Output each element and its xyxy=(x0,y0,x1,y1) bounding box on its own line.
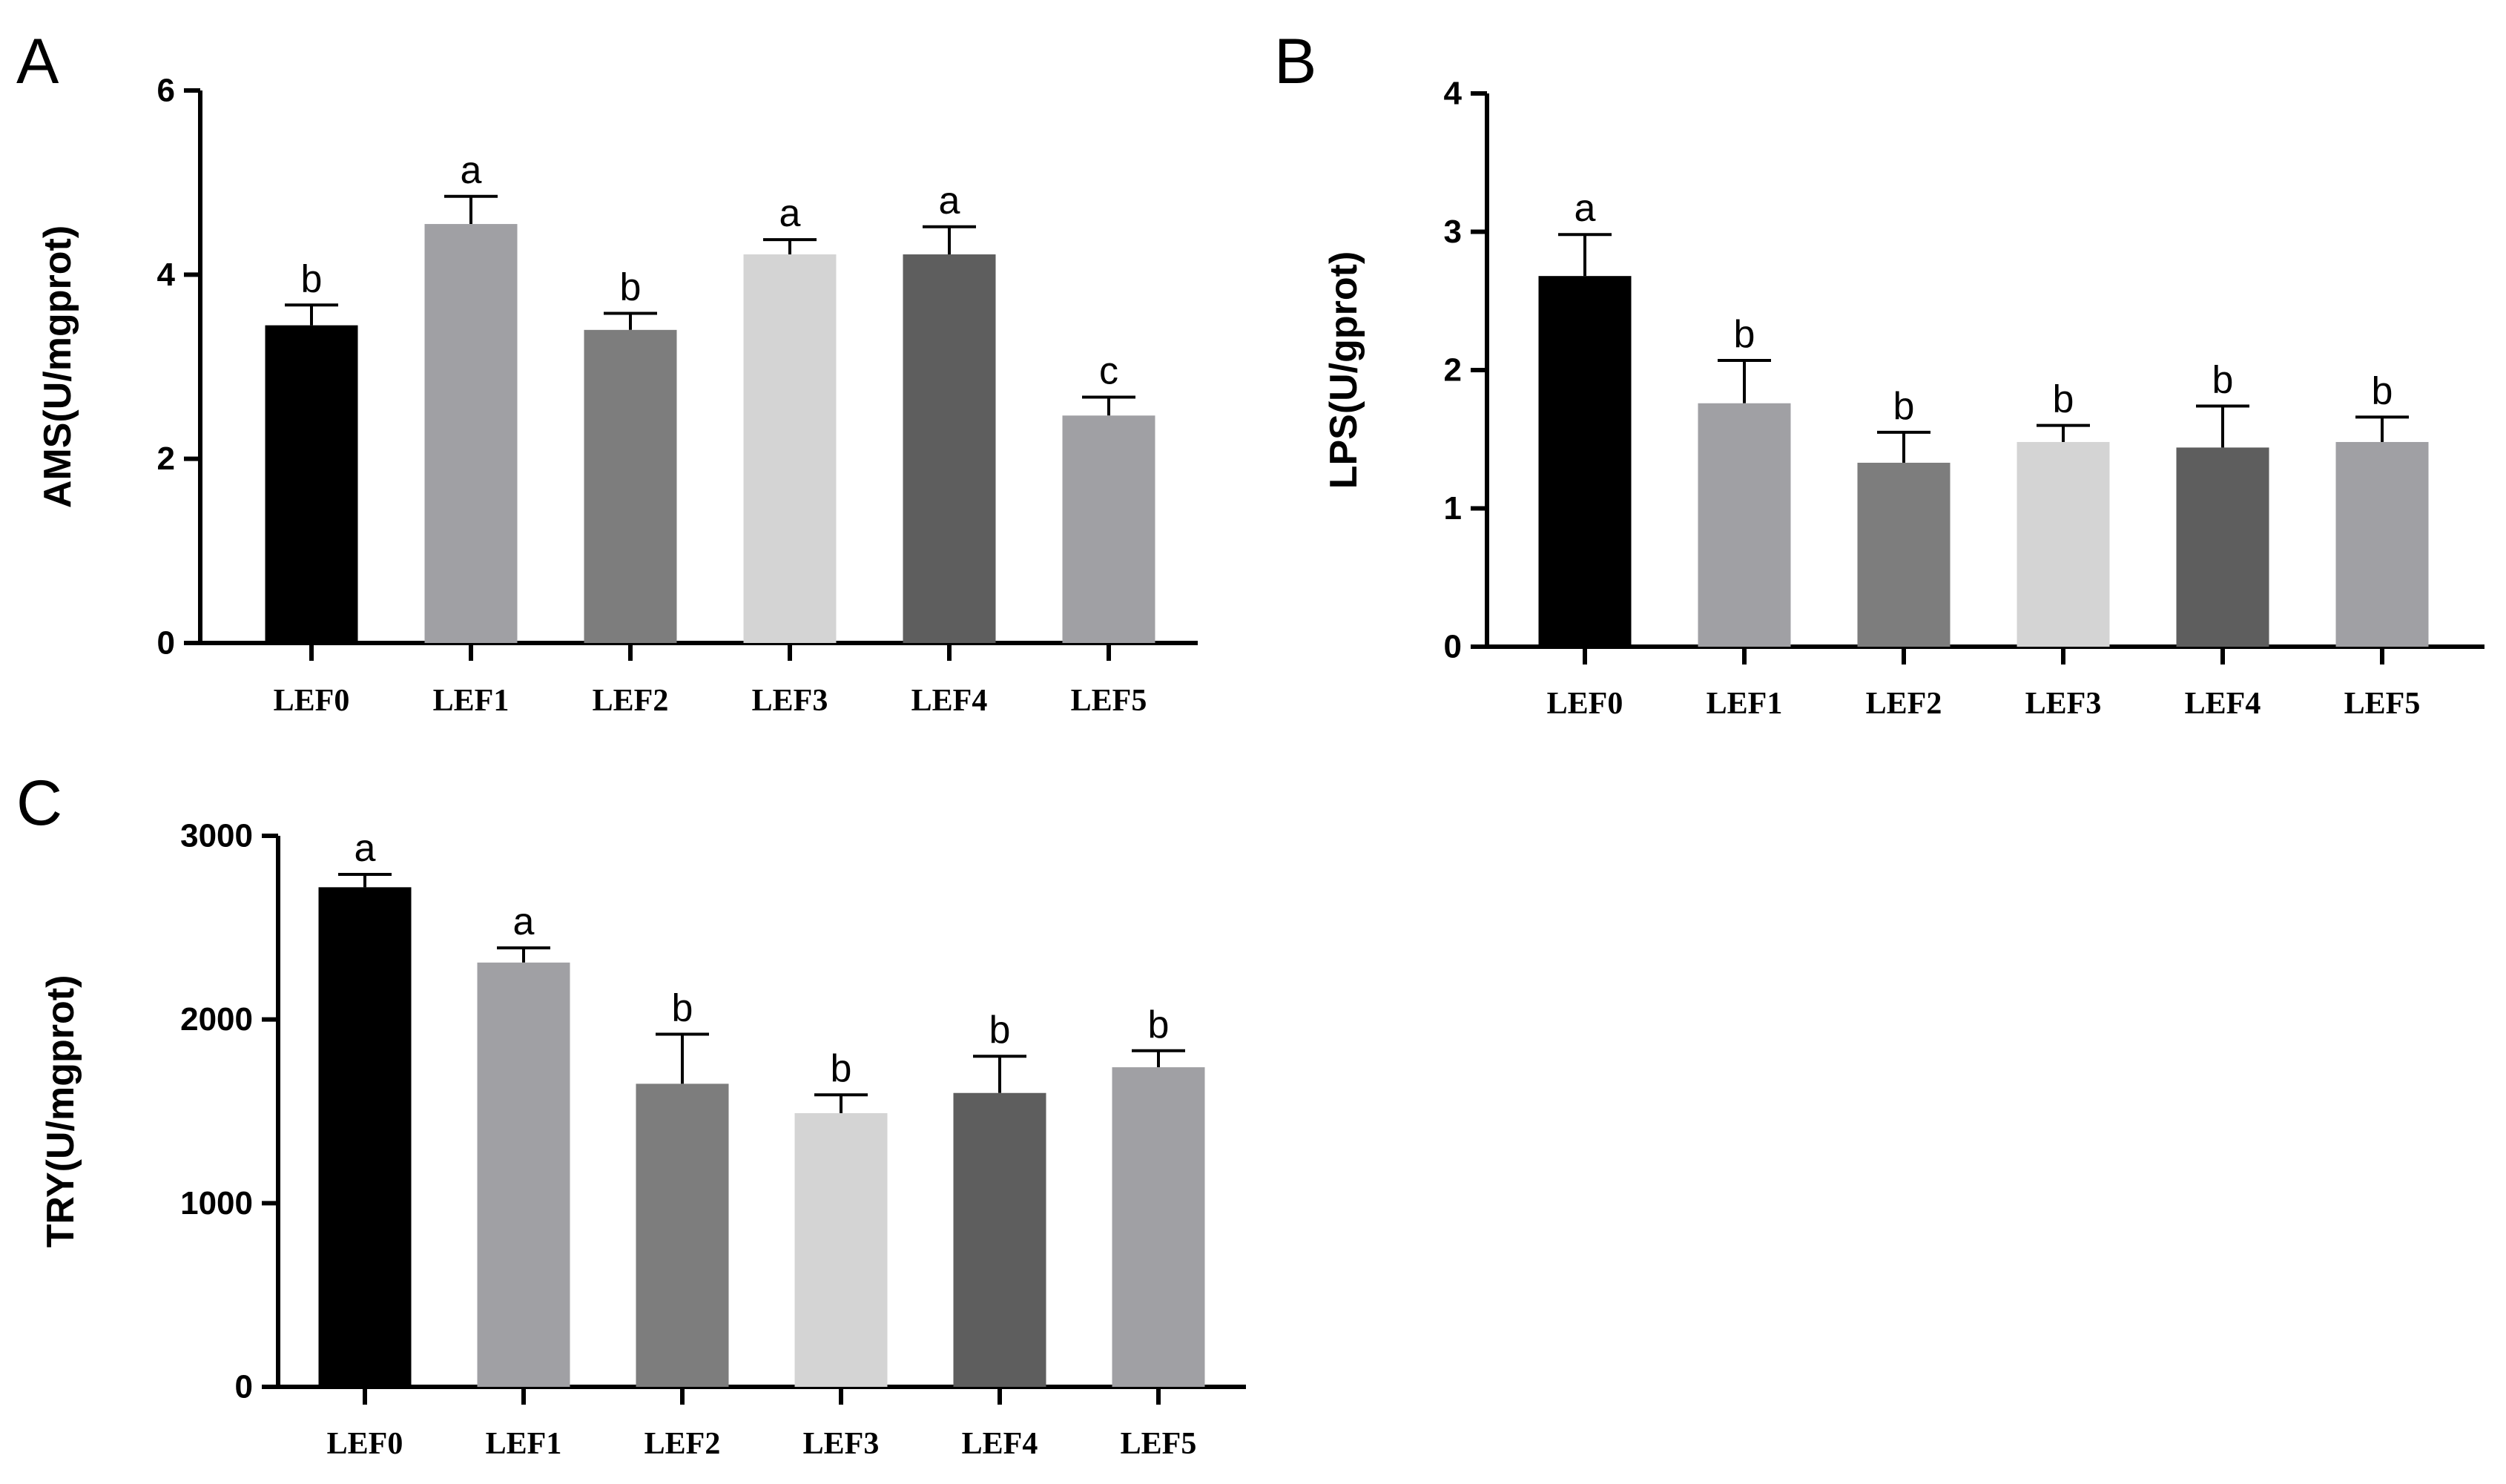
bar-a-lef4 xyxy=(903,254,996,643)
panel-letter-a: A xyxy=(16,26,59,97)
y-tick-label-b-1: 1 xyxy=(1444,490,1462,527)
y-tick-label-c-2: 2000 xyxy=(180,1001,253,1038)
y-tick-label-b-0: 0 xyxy=(1444,629,1462,665)
sig-label-b-0: a xyxy=(1575,187,1596,230)
y-tick-label-a-2: 4 xyxy=(157,257,176,293)
sig-label-b-4: b xyxy=(2212,358,2234,401)
x-tick-label-a-4: LEF4 xyxy=(911,684,988,718)
sig-label-c-5: b xyxy=(1148,1003,1170,1046)
sig-label-a-4: a xyxy=(939,179,960,222)
bar-c-lef2 xyxy=(636,1084,729,1387)
bar-a-lef5 xyxy=(1062,415,1155,643)
x-tick-label-b-3: LEF3 xyxy=(2025,687,2102,721)
bar-b-lef5 xyxy=(2335,441,2429,647)
chart-panel-c: C TRY(U/mgprot) 0 1000 2000 3000 a LEF0 a LEF1 b LE… xyxy=(16,768,1246,1461)
x-tick-label-c-4: LEF4 xyxy=(962,1427,1038,1461)
bar-b-lef3 xyxy=(2017,441,2110,647)
x-tick-label-a-2: LEF2 xyxy=(593,684,669,718)
sig-label-a-3: a xyxy=(779,192,801,235)
y-tick-label-a-3: 6 xyxy=(157,73,175,109)
bar-b-lef0 xyxy=(1538,276,1632,647)
y-axis-label-a: AMS(U/mgprot) xyxy=(36,225,79,508)
bar-b-lef1 xyxy=(1698,403,1791,647)
bar-b-lef4 xyxy=(2176,447,2269,647)
sig-label-c-3: b xyxy=(831,1047,852,1090)
x-tick-label-b-1: LEF1 xyxy=(1707,687,1783,721)
bar-a-lef2 xyxy=(584,329,677,643)
sig-label-a-1: a xyxy=(461,149,482,192)
sig-label-b-2: b xyxy=(1893,385,1915,428)
bar-a-lef0 xyxy=(265,325,358,643)
bar-c-lef3 xyxy=(794,1112,888,1387)
bar-b-lef2 xyxy=(1857,462,1951,647)
x-tick-label-b-0: LEF0 xyxy=(1547,687,1623,721)
chart-panel-b: B LPS(U/gprot) 0 1 2 3 4 a LEF0 b LEF1 b LEF2 b LEF3 b L… xyxy=(1274,26,2484,721)
y-axis-label-c: TRY(U/mgprot) xyxy=(39,975,82,1248)
panel-letter-c: C xyxy=(16,768,62,839)
y-tick-label-a-1: 2 xyxy=(157,441,175,477)
sig-label-c-2: b xyxy=(672,986,693,1029)
y-tick-label-a-0: 0 xyxy=(157,625,175,662)
bar-c-lef4 xyxy=(953,1092,1046,1387)
x-tick-label-b-5: LEF5 xyxy=(2344,687,2421,721)
chart-panel-a: A AMS(U/mgprot) 0 2 4 6 b LEF0 a LEF1 b LEF2 a LEF3 a L… xyxy=(16,26,1198,718)
x-tick-label-a-5: LEF5 xyxy=(1071,684,1147,718)
sig-label-c-4: b xyxy=(989,1009,1011,1052)
y-tick-label-b-2: 2 xyxy=(1444,352,1462,389)
x-tick-label-c-5: LEF5 xyxy=(1121,1427,1197,1461)
x-tick-label-b-2: LEF2 xyxy=(1866,687,1942,721)
bar-a-lef3 xyxy=(743,254,837,643)
sig-label-c-0: a xyxy=(355,827,376,870)
x-tick-label-b-4: LEF4 xyxy=(2185,687,2261,721)
x-tick-label-a-3: LEF3 xyxy=(752,684,828,718)
bar-c-lef5 xyxy=(1112,1067,1205,1387)
sig-label-a-2: b xyxy=(620,266,642,309)
x-tick-label-a-0: LEF0 xyxy=(274,684,350,718)
x-tick-label-c-2: LEF2 xyxy=(644,1427,721,1461)
sig-label-b-1: b xyxy=(1734,313,1755,356)
y-tick-label-c-0: 0 xyxy=(235,1369,253,1405)
x-tick-label-c-1: LEF1 xyxy=(486,1427,562,1461)
bar-c-lef1 xyxy=(477,962,570,1387)
y-axis-label-b: LPS(U/gprot) xyxy=(1322,251,1365,489)
sig-label-b-5: b xyxy=(2372,369,2393,412)
sig-label-a-5: c xyxy=(1099,349,1118,392)
sig-label-c-1: a xyxy=(513,900,535,943)
y-tick-label-c-3: 3000 xyxy=(180,818,253,854)
bar-a-lef1 xyxy=(424,224,518,644)
bar-c-lef0 xyxy=(318,887,412,1387)
x-tick-label-c-3: LEF3 xyxy=(803,1427,880,1461)
sig-label-a-0: b xyxy=(301,257,323,300)
y-tick-label-c-1: 1000 xyxy=(180,1185,253,1221)
x-tick-label-a-1: LEF1 xyxy=(433,684,510,718)
y-tick-label-b-4: 4 xyxy=(1444,76,1463,112)
x-tick-label-c-0: LEF0 xyxy=(327,1427,403,1461)
panel-letter-b: B xyxy=(1274,26,1316,97)
y-tick-label-b-3: 3 xyxy=(1444,214,1462,250)
sig-label-b-3: b xyxy=(2053,378,2074,421)
